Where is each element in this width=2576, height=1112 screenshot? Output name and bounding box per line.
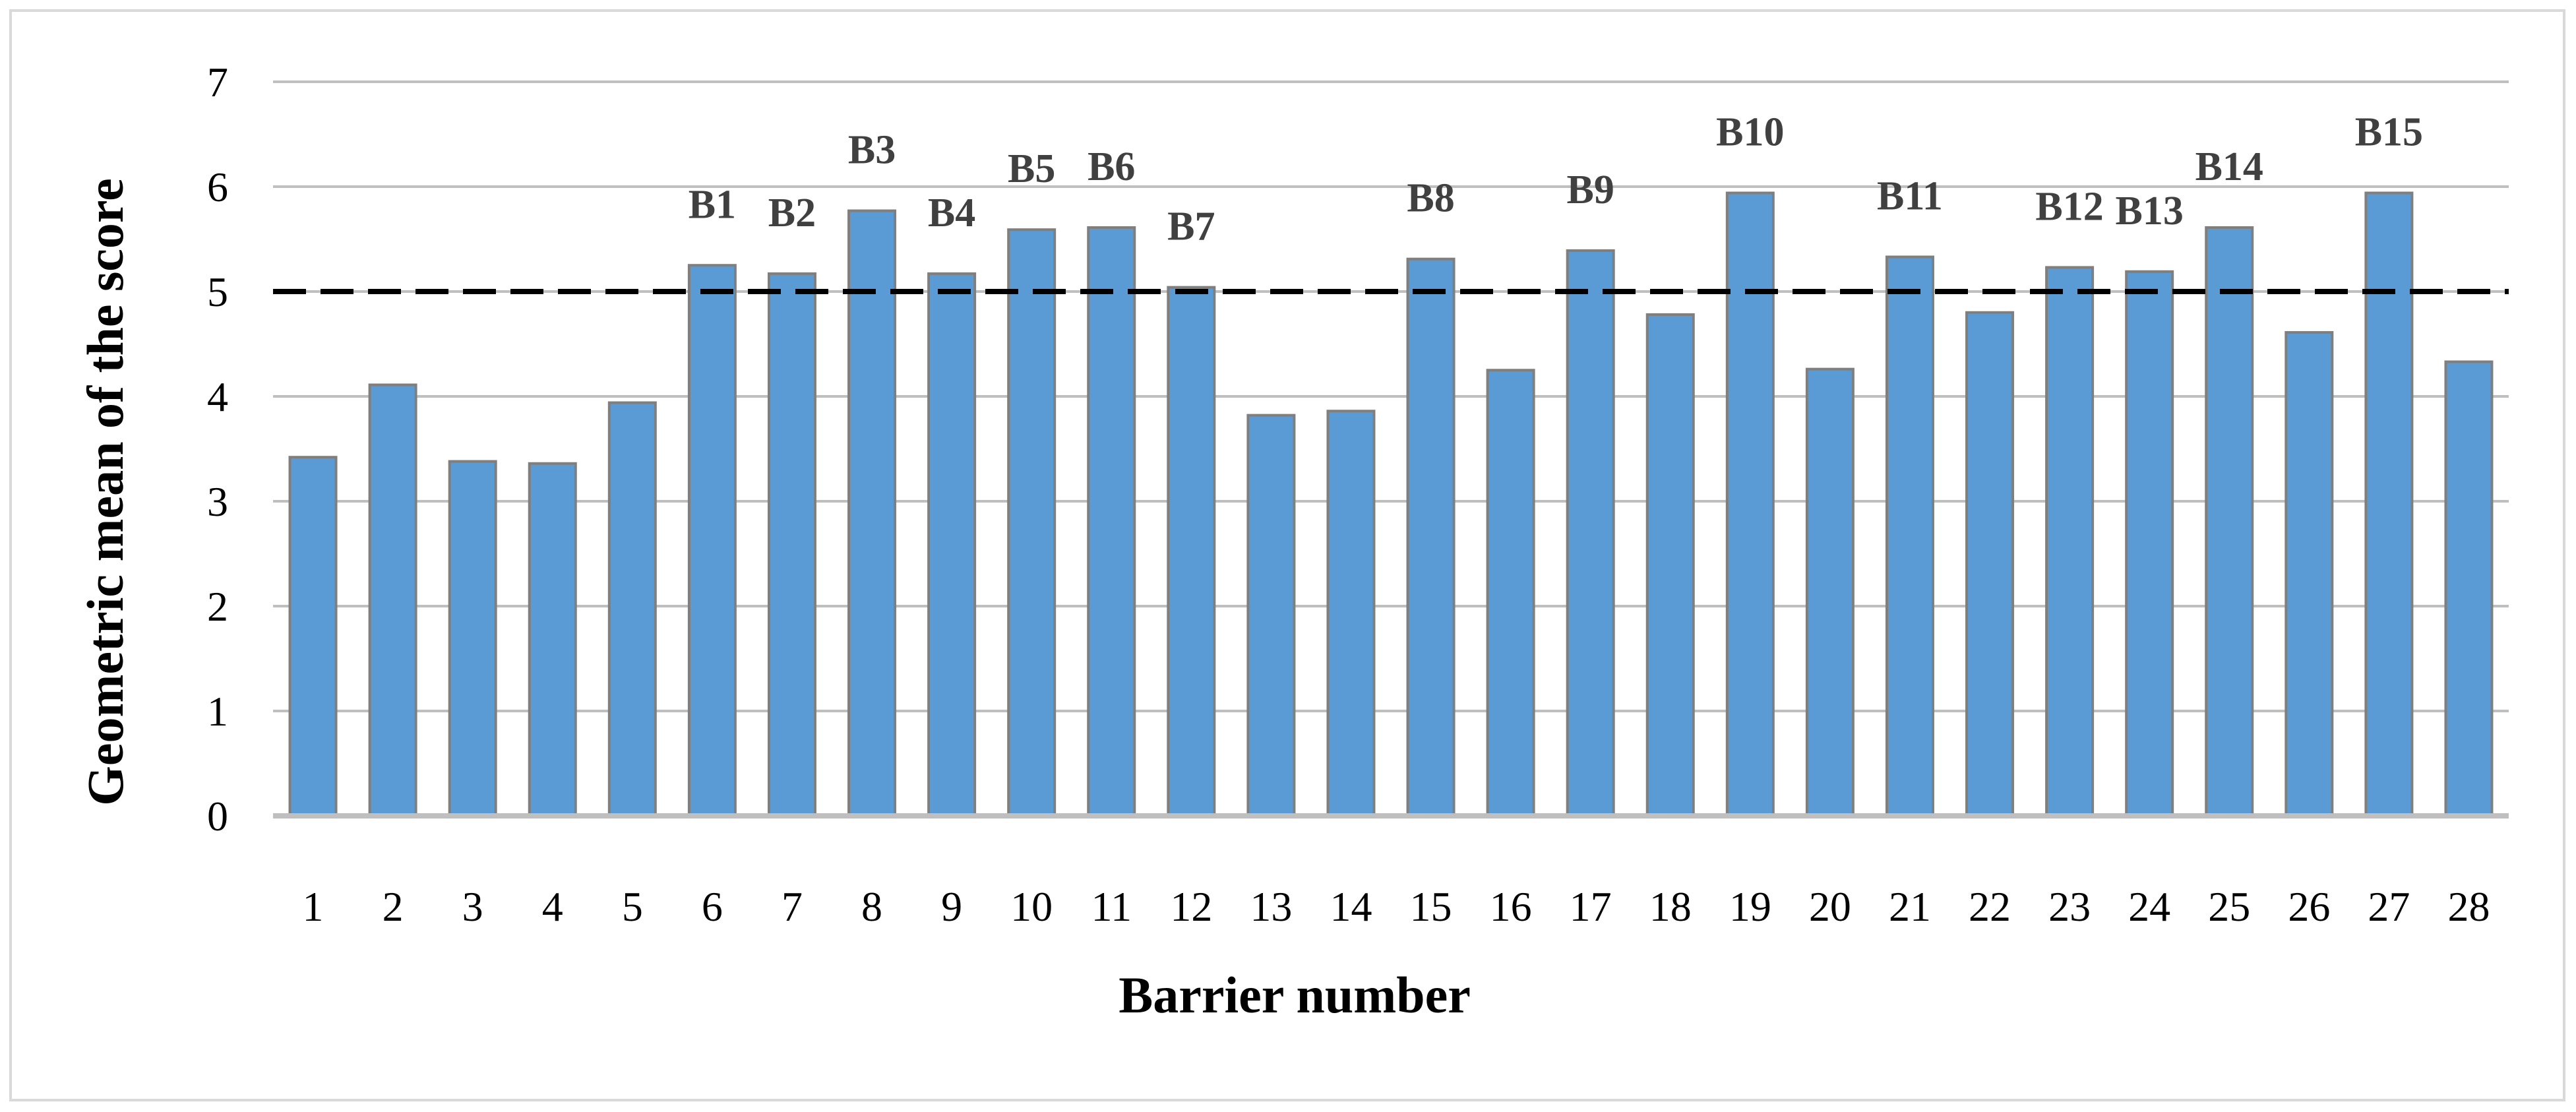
x-tick-labels: 1 2 3 4 5 6 7 8 9 10 11 12 13 14 15 16 17 18 19 20 21 22 23 24 2… — [303, 883, 2490, 930]
bar-label: B13 — [2115, 189, 2183, 233]
bar — [1885, 255, 1934, 817]
x-tick-label: 20 — [1809, 883, 1851, 930]
bar — [368, 383, 417, 817]
x-tick-label: 1 — [303, 883, 324, 930]
bar-label: B9 — [1566, 168, 1614, 212]
bar-label: B6 — [1088, 144, 1135, 189]
x-tick-label: 21 — [1889, 883, 1931, 930]
bar-label: B8 — [1407, 176, 1454, 221]
bar — [767, 272, 816, 818]
x-tick-label: 16 — [1490, 883, 1532, 930]
x-tick-label: 26 — [2288, 883, 2330, 930]
bar — [448, 460, 497, 817]
y-tick-label: 3 — [207, 478, 228, 525]
x-tick-label: 22 — [1969, 883, 2011, 930]
x-tick-label: 17 — [1570, 883, 1612, 930]
bar — [2045, 266, 2095, 817]
y-tick-label: 7 — [207, 59, 228, 106]
bar-label: B5 — [1008, 146, 1055, 191]
x-tick-label: 2 — [383, 883, 404, 930]
y-tick-label: 4 — [207, 373, 228, 420]
bar — [1246, 414, 1296, 817]
bar — [528, 462, 577, 817]
bar-label: B4 — [928, 191, 975, 235]
bar — [2364, 191, 2414, 818]
x-tick-label: 19 — [1729, 883, 1771, 930]
bar-label: B3 — [848, 128, 896, 173]
bar — [2444, 360, 2494, 817]
bar-label: B7 — [1167, 204, 1215, 249]
bar — [288, 456, 338, 817]
bar-label: B2 — [768, 191, 816, 235]
bar — [607, 401, 657, 817]
bars — [288, 191, 2494, 818]
bar — [1805, 367, 1855, 817]
bar — [1645, 313, 1695, 818]
x-tick-label: 6 — [702, 883, 723, 930]
bar — [687, 264, 737, 817]
bar — [1725, 191, 1775, 818]
bar — [1007, 228, 1057, 817]
bar — [927, 272, 977, 818]
bar — [847, 209, 897, 817]
bar-label: B11 — [1877, 174, 1943, 219]
x-tick-label: 8 — [861, 883, 882, 930]
y-axis-title: Geometric mean of the score — [77, 178, 134, 806]
x-tick-label: 4 — [542, 883, 563, 930]
y-tick-labels: 0 1 2 3 4 5 6 7 — [207, 59, 228, 840]
bar-label: B10 — [1716, 110, 1784, 155]
y-tick-label: 6 — [207, 164, 228, 210]
bar — [2285, 331, 2334, 817]
x-tick-label: 5 — [622, 883, 643, 930]
x-tick-label: 14 — [1330, 883, 1372, 930]
bar-label: B14 — [2195, 144, 2263, 189]
x-tick-label: 12 — [1170, 883, 1212, 930]
x-tick-label: 24 — [2128, 883, 2170, 930]
bar-labels: B1 B2 B3 B4 B5 B6 B7 B8 B9 B10 B11 B12 B13 B14 B15 — [689, 110, 2423, 249]
bar — [2125, 270, 2174, 818]
bar-label: B1 — [689, 182, 736, 227]
y-tick-label: 1 — [207, 688, 228, 735]
bar-label: B12 — [2035, 184, 2103, 229]
y-tick-label: 0 — [207, 793, 228, 840]
bar — [1326, 410, 1376, 817]
bar-label: B15 — [2355, 110, 2423, 155]
x-tick-label: 18 — [1649, 883, 1692, 930]
x-axis-title: Barrier number — [1119, 966, 1471, 1024]
x-tick-label: 11 — [1091, 883, 1132, 930]
y-tick-label: 2 — [207, 583, 228, 630]
x-tick-label: 3 — [462, 883, 483, 930]
x-tick-label: 23 — [2048, 883, 2091, 930]
x-tick-label: 28 — [2447, 883, 2490, 930]
x-tick-label: 27 — [2368, 883, 2410, 930]
bar — [1087, 226, 1136, 817]
bar — [1965, 311, 2015, 817]
bar — [1406, 257, 1456, 817]
bar — [1167, 286, 1216, 817]
x-tick-label: 7 — [782, 883, 803, 930]
x-tick-label: 13 — [1250, 883, 1292, 930]
bar — [1486, 369, 1535, 817]
x-tick-label: 9 — [941, 883, 962, 930]
x-tick-label: 15 — [1410, 883, 1452, 930]
x-tick-label: 25 — [2208, 883, 2250, 930]
bar — [1566, 249, 1615, 817]
x-tick-label: 10 — [1010, 883, 1053, 930]
y-tick-label: 5 — [207, 268, 228, 315]
bar — [2205, 226, 2254, 817]
